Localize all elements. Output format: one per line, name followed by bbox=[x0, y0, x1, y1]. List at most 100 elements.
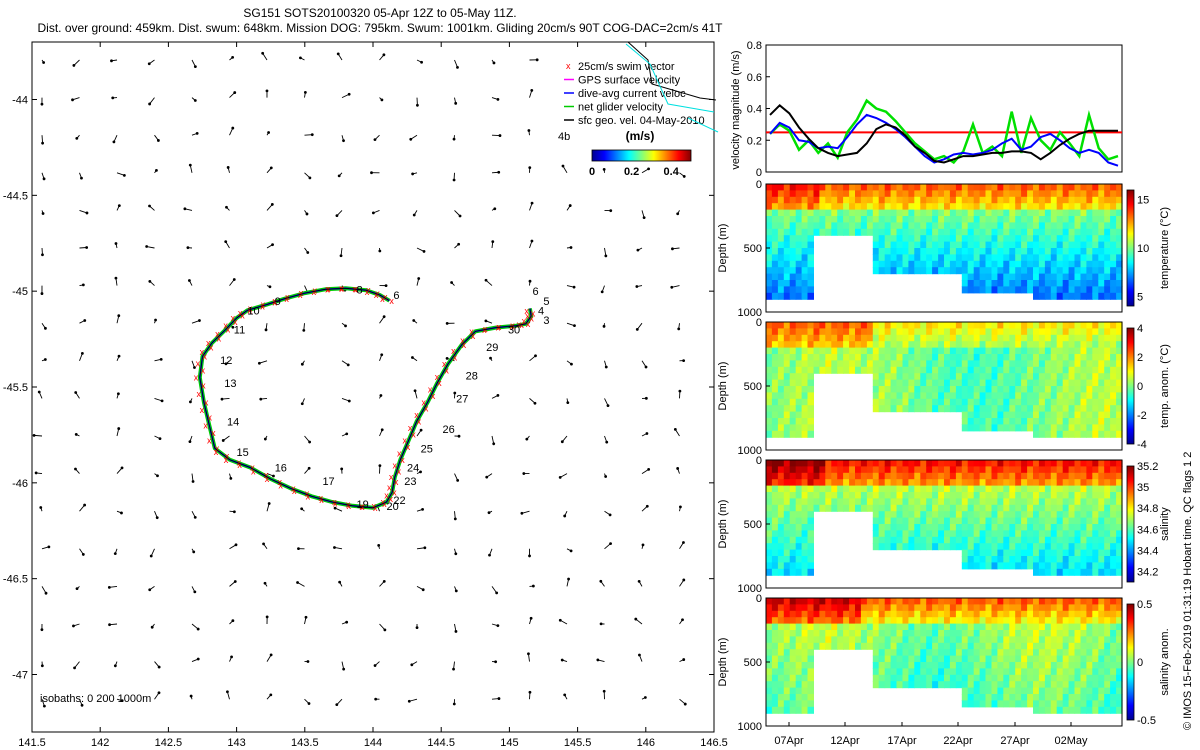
section-cell bbox=[979, 373, 987, 381]
section-cell bbox=[831, 492, 838, 499]
swim-vector-marker: x bbox=[394, 477, 399, 487]
section-cell bbox=[932, 543, 939, 551]
section-cell bbox=[795, 334, 803, 342]
section-cell bbox=[973, 248, 981, 255]
section-cell bbox=[949, 681, 957, 689]
geo-velocity-arrowhead bbox=[261, 51, 265, 55]
section-cell bbox=[771, 568, 779, 576]
section-cell bbox=[1021, 322, 1028, 329]
section-cell bbox=[1074, 642, 1081, 650]
section-cell bbox=[997, 517, 1004, 525]
section-cell bbox=[795, 674, 803, 682]
section-cell bbox=[896, 398, 903, 406]
section-cell bbox=[843, 472, 850, 480]
section-cell bbox=[961, 322, 969, 329]
section-cell bbox=[908, 610, 915, 618]
section-cell bbox=[1038, 530, 1046, 538]
section-cell bbox=[771, 706, 779, 714]
section-cell bbox=[1074, 517, 1081, 525]
section-cell bbox=[902, 681, 909, 689]
section-cell bbox=[1044, 598, 1052, 605]
section-cell bbox=[766, 556, 773, 563]
section-cell bbox=[896, 517, 903, 525]
section-cell bbox=[1086, 322, 1093, 329]
section-cell bbox=[1080, 623, 1087, 631]
section-cell bbox=[1074, 366, 1081, 374]
section-cell bbox=[1015, 248, 1022, 255]
section-cell bbox=[926, 466, 933, 474]
section-cell bbox=[1110, 674, 1117, 682]
section-cell bbox=[789, 222, 797, 230]
section-cell bbox=[961, 492, 969, 499]
section-cell bbox=[1062, 498, 1070, 506]
section-cell bbox=[1104, 681, 1111, 689]
section-cell bbox=[1050, 511, 1058, 519]
section-cell bbox=[843, 360, 850, 368]
section-cell bbox=[860, 617, 868, 625]
section-cell bbox=[1038, 334, 1046, 342]
section-cell bbox=[884, 485, 892, 493]
section-cell bbox=[1062, 273, 1070, 281]
section-cell bbox=[1033, 662, 1040, 669]
section-cell bbox=[1116, 392, 1123, 400]
section-cell bbox=[777, 424, 785, 432]
section-cell bbox=[890, 498, 898, 506]
section-cell bbox=[1074, 694, 1081, 701]
section-cell bbox=[955, 668, 963, 676]
section-cell bbox=[914, 347, 921, 355]
section-cell bbox=[819, 203, 826, 211]
section-cell bbox=[1086, 524, 1093, 531]
swim-vector-marker: x bbox=[225, 451, 230, 461]
section-cell bbox=[902, 216, 909, 223]
section-cell bbox=[955, 498, 963, 506]
section-cell bbox=[1050, 562, 1058, 570]
section-cell bbox=[1074, 209, 1081, 217]
section-cell bbox=[825, 604, 832, 612]
section-cell bbox=[1003, 472, 1010, 480]
section-cell bbox=[843, 466, 850, 474]
section-cell bbox=[1068, 630, 1076, 637]
section-cell bbox=[1080, 485, 1087, 493]
section-cell bbox=[1116, 649, 1123, 657]
geo-velocity-arrowhead bbox=[382, 53, 386, 57]
geo-velocity-arrowhead bbox=[333, 506, 337, 510]
section-cell bbox=[789, 190, 797, 198]
section-cell bbox=[961, 485, 969, 493]
section-cell bbox=[807, 681, 814, 689]
geo-velocity-arrowhead bbox=[563, 693, 567, 697]
section-cell bbox=[1080, 492, 1087, 499]
section-cell bbox=[1009, 687, 1016, 695]
section-cell bbox=[878, 524, 886, 531]
section-cell bbox=[872, 405, 880, 413]
section-cell bbox=[771, 662, 779, 669]
section-cell bbox=[955, 617, 963, 625]
section-cell bbox=[1009, 398, 1016, 406]
section-cell bbox=[896, 511, 903, 519]
section-cell bbox=[961, 273, 969, 281]
section-cell bbox=[1098, 392, 1105, 400]
section-cell bbox=[1092, 562, 1099, 570]
legend-overlay-line bbox=[625, 43, 715, 113]
section-cell bbox=[1086, 267, 1093, 275]
section-cell bbox=[789, 517, 797, 525]
section-cell bbox=[1015, 460, 1022, 467]
section-cell bbox=[973, 649, 981, 657]
section-cell bbox=[1086, 623, 1093, 631]
map-y-tick-label: -46.5 bbox=[3, 574, 28, 586]
section-cell bbox=[1098, 241, 1105, 249]
section-cell bbox=[991, 286, 998, 294]
swim-vector-marker: x bbox=[223, 321, 228, 331]
section-cell bbox=[961, 636, 969, 644]
section-colorbar-tick-label: 34.8 bbox=[1137, 503, 1158, 515]
section-cell bbox=[807, 694, 814, 701]
section-cell bbox=[777, 398, 785, 406]
section-cell bbox=[1044, 549, 1052, 557]
section-cell bbox=[1056, 292, 1064, 300]
section-cell bbox=[1056, 536, 1064, 544]
section-cell bbox=[766, 492, 773, 499]
section-cell bbox=[932, 536, 939, 544]
section-cell bbox=[985, 498, 992, 506]
geo-velocity-arrowhead bbox=[81, 553, 85, 556]
section-cell bbox=[1027, 694, 1034, 701]
